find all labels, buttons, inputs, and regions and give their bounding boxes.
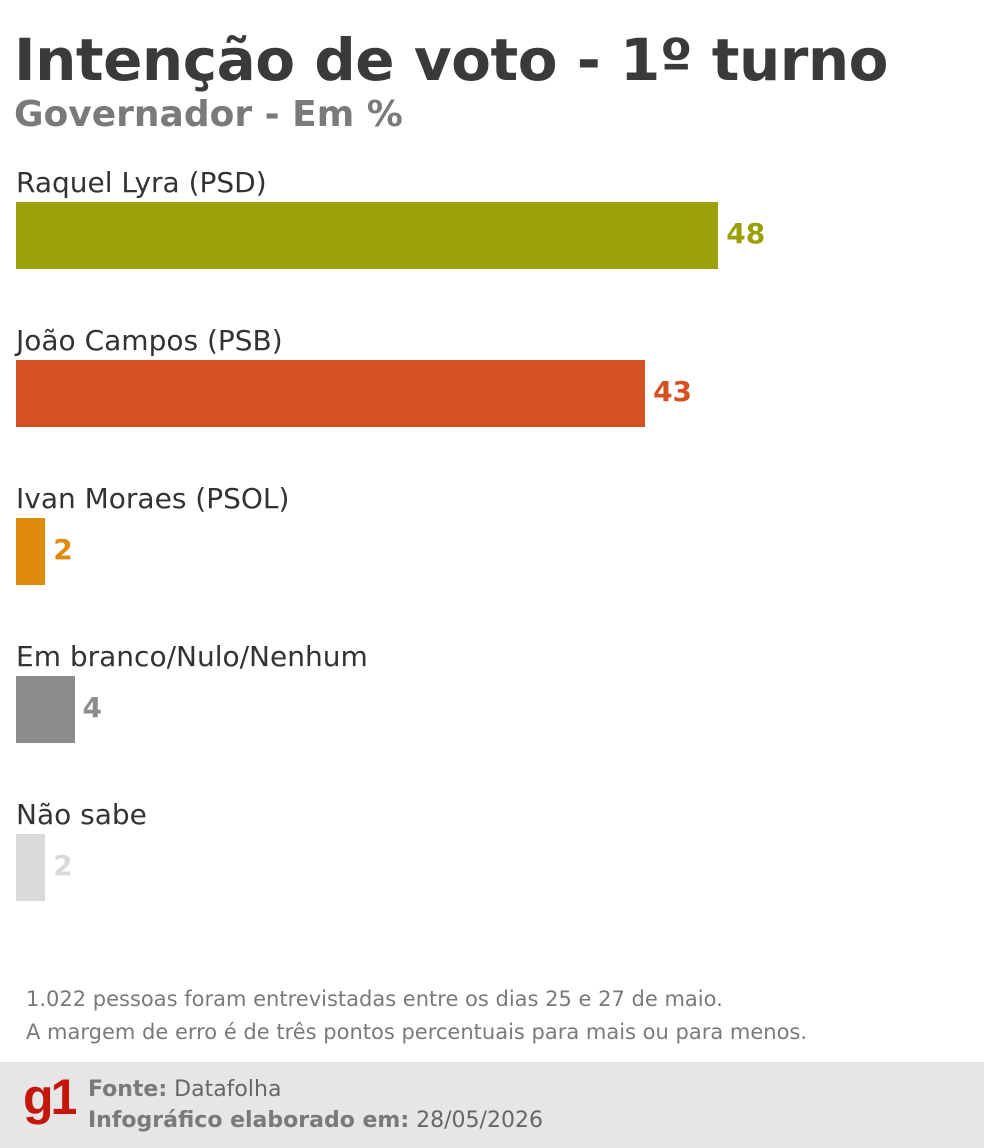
source-label: Fonte:	[88, 1077, 168, 1102]
source-value: Datafolha	[174, 1077, 282, 1102]
chart-title: Intenção de voto - 1º turno	[14, 26, 889, 94]
bar-chart: Raquel Lyra (PSD) 48 João Campos (PSB) 43 Iv…	[16, 166, 766, 901]
footer-credits: Fonte: Datafolha Infográfico elaborado e…	[88, 1074, 543, 1136]
footer-source: Fonte: Datafolha	[88, 1074, 543, 1105]
category-label: Em branco/Nulo/Nenhum	[16, 640, 368, 673]
value-label: 2	[53, 533, 73, 566]
bar	[16, 360, 646, 427]
category-label: João Campos (PSB)	[16, 324, 283, 357]
note-margin: A margem de erro é de três pontos percen…	[26, 1020, 808, 1044]
methodology-notes: 1.022 pessoas foram entrevistadas entre …	[26, 983, 807, 1049]
bar	[16, 202, 719, 269]
bar	[16, 676, 75, 743]
value-label: 48	[726, 217, 766, 250]
value-label: 4	[82, 691, 102, 724]
category-label: Ivan Moraes (PSOL)	[16, 482, 290, 515]
note-sample: 1.022 pessoas foram entrevistadas entre …	[26, 987, 723, 1011]
value-label: 43	[653, 375, 693, 408]
footer-date: Infográfico elaborado em: 28/05/2026	[88, 1105, 543, 1136]
bar	[16, 518, 46, 585]
category-label: Raquel Lyra (PSD)	[16, 166, 267, 199]
chart-subtitle: Governador - Em %	[14, 94, 403, 135]
date-label: Infográfico elaborado em:	[88, 1108, 410, 1133]
category-label: Não sabe	[16, 798, 147, 831]
date-value: 28/05/2026	[416, 1108, 543, 1133]
g1-logo: g1	[23, 1072, 76, 1125]
value-label: 2	[53, 849, 73, 882]
g1-logo-text: g1	[23, 1072, 76, 1125]
footer: g1 Fonte: Datafolha Infográfico elaborad…	[0, 1062, 984, 1148]
bar	[16, 834, 46, 901]
